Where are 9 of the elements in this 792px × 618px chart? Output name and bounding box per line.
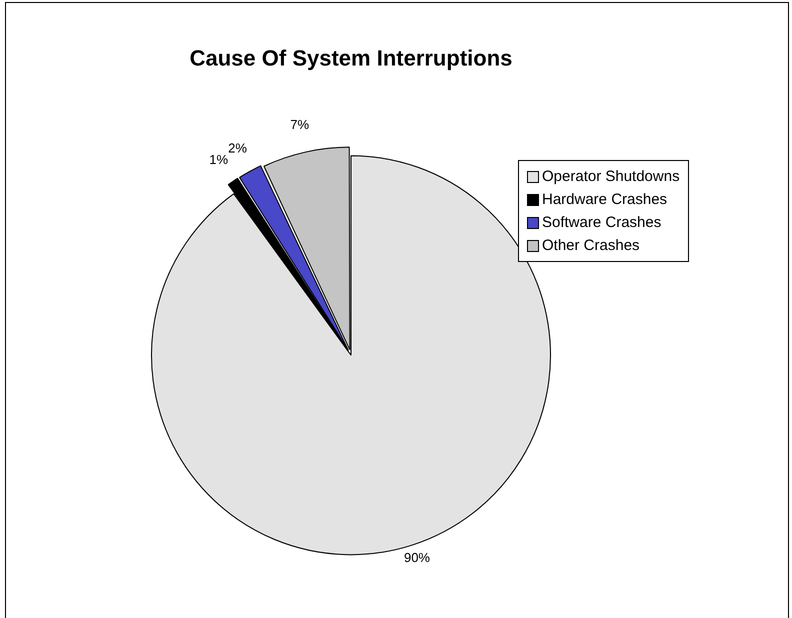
chart-title: Cause Of System Interruptions [190, 45, 512, 70]
data-label: 2% [228, 140, 248, 156]
data-label: 1% [209, 152, 228, 167]
legend-label: Hardware Crashes [542, 190, 668, 210]
data-label: 90% [404, 550, 430, 565]
data-label: 7% [290, 116, 310, 132]
legend-label: Other Crashes [542, 236, 640, 256]
legend-label: Software Crashes [542, 213, 662, 233]
legend-label: Operator Shutdowns [542, 167, 680, 187]
